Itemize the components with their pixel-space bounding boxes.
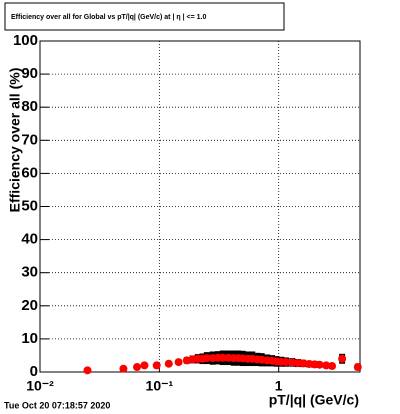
y-axis-label: Efficiency over all (%) bbox=[7, 68, 23, 213]
data-point bbox=[322, 361, 331, 370]
data-point bbox=[315, 360, 324, 369]
data-point bbox=[202, 354, 211, 363]
y-tick-label: 80 bbox=[21, 98, 38, 115]
title-box bbox=[4, 2, 285, 31]
y-tick-label: 70 bbox=[21, 131, 38, 148]
data-point bbox=[338, 354, 347, 363]
y-tick-label: 20 bbox=[21, 297, 38, 314]
y-tick-label: 50 bbox=[21, 197, 38, 214]
y-tick-label: 90 bbox=[21, 65, 38, 82]
data-point bbox=[281, 358, 290, 367]
y-tick-label: 100 bbox=[13, 32, 38, 49]
data-point bbox=[119, 364, 128, 373]
footer: Tue Oct 20 07:18:57 2020 bbox=[4, 400, 110, 410]
x-tick-label: 1 bbox=[275, 378, 283, 394]
data-point bbox=[83, 366, 92, 375]
data-point bbox=[140, 361, 149, 370]
data-point bbox=[152, 361, 161, 370]
data-point bbox=[218, 353, 227, 362]
data-point bbox=[299, 359, 308, 368]
data-point bbox=[133, 363, 142, 372]
data-point bbox=[353, 363, 362, 372]
chart-title: Efficiency over all for Global vs pT/|q|… bbox=[11, 14, 206, 21]
data-point bbox=[328, 362, 337, 371]
x-tick-label: 10⁻¹ bbox=[146, 378, 174, 394]
y-tick-label: 10 bbox=[21, 330, 38, 347]
y-tick-label: 40 bbox=[21, 231, 38, 248]
x-tick-label: 10⁻² bbox=[26, 378, 54, 394]
y-tick-label: 30 bbox=[21, 264, 38, 281]
data-point bbox=[164, 359, 173, 368]
y-tick-label: 60 bbox=[21, 164, 38, 181]
x-axis-label: pT/|q| (GeV/c) bbox=[269, 392, 359, 408]
data-point bbox=[174, 358, 183, 367]
y-tick-label: 0 bbox=[30, 363, 38, 380]
